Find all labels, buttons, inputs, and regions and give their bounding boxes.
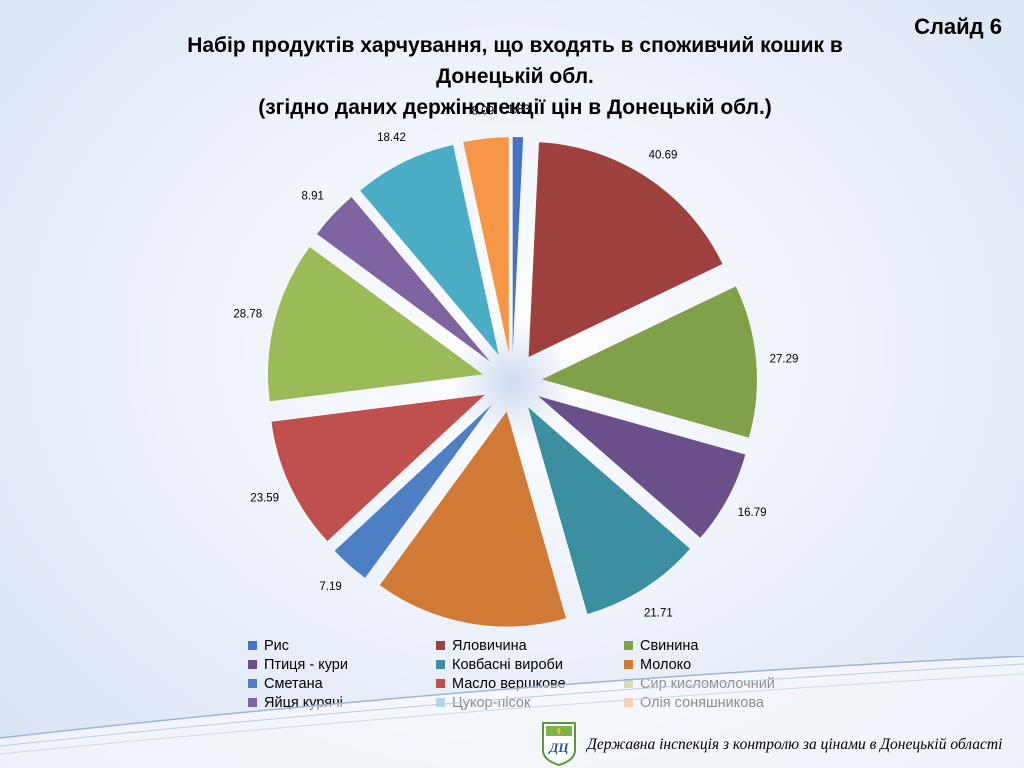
data-label: 21.71	[644, 607, 673, 619]
legend-item: Сметана	[248, 674, 436, 693]
pie-slice	[360, 145, 499, 356]
title-line-3: (згідно даних держінспекції цін в Донець…	[258, 96, 772, 119]
legend-item: Рис	[248, 636, 436, 655]
legend-item: Ковбасні вироби	[436, 655, 624, 674]
legend-label: Рис	[264, 637, 290, 654]
data-label: 7.19	[319, 581, 341, 593]
legend-item: Яловичина	[436, 636, 624, 655]
data-label: 16.79	[738, 507, 767, 519]
data-label: 40.69	[649, 150, 678, 162]
legend-swatch	[248, 698, 257, 707]
footer-decoration	[0, 656, 1024, 768]
legend-swatch	[248, 660, 257, 669]
legend-swatch	[436, 660, 445, 669]
pie-slice	[317, 197, 491, 362]
data-label: 27.29	[770, 353, 799, 365]
legend-swatch	[624, 641, 633, 650]
svg-text:ДЦ: ДЦ	[549, 740, 570, 755]
title-line-1: Набір продуктів харчування, що входять в…	[187, 34, 843, 57]
pie-slice	[271, 394, 485, 542]
legend-item: Свинина	[624, 636, 812, 655]
data-label: 18.42	[377, 132, 406, 144]
pie-slice	[267, 247, 483, 402]
legend-item: Птиця - кури	[248, 655, 436, 674]
data-label: 28.78	[233, 308, 262, 320]
pie-slice	[512, 137, 524, 352]
title-line-2: Донецькій обл.	[436, 65, 594, 88]
pie-slice	[334, 404, 493, 578]
legend-swatch	[248, 641, 257, 650]
legend-label: Свинина	[640, 637, 699, 654]
legend-label: Ковбасні вироби	[452, 656, 563, 673]
pie-slice	[541, 286, 757, 438]
legend-item: Молоко	[624, 655, 812, 674]
legend-label: Молоко	[640, 656, 692, 673]
data-label: 8.91	[302, 190, 324, 202]
legend-label: Сметана	[264, 675, 323, 692]
legend-label: Яловичина	[452, 637, 527, 654]
pie-slice	[528, 407, 690, 614]
pie-slice	[379, 411, 566, 627]
footer-organization: Державна інспекція з контролю за цінами …	[587, 736, 1003, 753]
legend-swatch	[248, 679, 257, 688]
pie-slice	[528, 142, 723, 357]
data-label: 8.09	[472, 106, 494, 118]
legend-swatch	[436, 679, 445, 688]
legend-label: Птиця - кури	[264, 656, 348, 673]
slide-number: Слайд 6	[914, 14, 1002, 39]
data-label: 1.83	[507, 104, 529, 116]
legend-swatch	[436, 641, 445, 650]
legend-swatch	[624, 660, 633, 669]
pie-chart: 1.8340.6927.2916.7921.7134.477.1923.5928…	[233, 104, 799, 627]
pie-slice	[463, 137, 509, 353]
pie-slice	[538, 396, 746, 538]
data-label: 23.59	[250, 493, 279, 505]
inspection-logo: ДЦ	[542, 722, 576, 766]
page-title: Набір продуктів харчування, що входять в…	[100, 30, 930, 123]
